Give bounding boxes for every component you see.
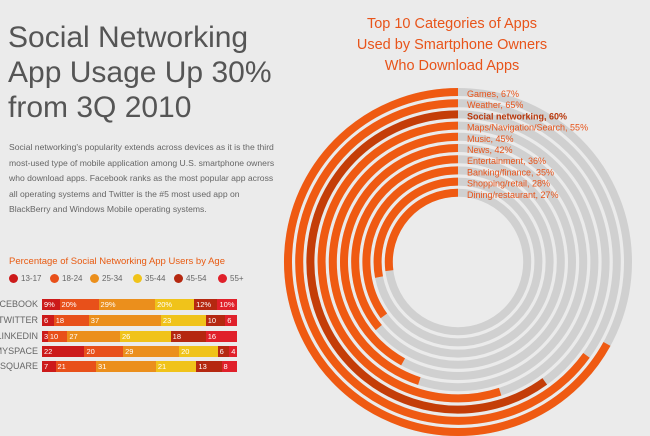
age-stacked-bar: 7 21 31 21 13 8 xyxy=(42,361,237,372)
legend-label: 13-17 xyxy=(21,273,42,283)
ring-label-shopping-retail: Shopping/retail, 28% xyxy=(467,179,550,189)
age-row-label: MYSPACE xyxy=(0,346,38,356)
radial-title-line-1: Top 10 Categories of Apps xyxy=(366,16,538,32)
ring-label-weather: Weather, 65% xyxy=(467,100,523,110)
bar-segment-35-44: 21 xyxy=(155,361,197,372)
legend-swatch xyxy=(90,273,99,283)
bar-segment-35-44: 20% xyxy=(155,299,195,310)
bar-segment-55+: 4 xyxy=(229,346,237,357)
legend-item-13-17: 13-17 xyxy=(9,272,41,284)
ring-label-dining-restaurant: Dining/restaurant, 27% xyxy=(467,190,559,200)
legend-label: 35-44 xyxy=(145,273,166,283)
age-stacked-bar: 9% 20% 29% 20% 12% 10% xyxy=(42,299,237,310)
bar-segment-13-17: 6 xyxy=(42,315,54,326)
age-row-twitter: TWITTER 6 18 37 23 10 6 xyxy=(0,315,260,326)
ring-label-entertainment: Entertainment, 36% xyxy=(467,156,546,166)
age-chart-title: Percentage of Social Networking App User… xyxy=(9,256,225,267)
legend-swatch xyxy=(50,273,59,283)
age-legend: 13-17 18-24 25-34 35-44 45-54 55+ xyxy=(9,272,279,284)
bar-segment-18-24: 10 xyxy=(47,331,68,342)
bar-segment-25-34: 29% xyxy=(98,299,156,310)
legend-item-35-44: 35-44 xyxy=(133,272,165,284)
bar-segment-35-44: 26 xyxy=(119,331,171,342)
bar-segment-45-54: 12% xyxy=(194,299,218,310)
bar-segment-13-17: 7 xyxy=(42,361,56,372)
age-row-foursquare: FOURSQUARE7213121138 xyxy=(0,361,260,372)
legend-item-45-54: 45-54 xyxy=(174,272,206,284)
bar-segment-45-54: 6 xyxy=(217,346,230,357)
radial-title-line-2: Used by Smartphone Owners xyxy=(356,37,548,53)
bar-segment-25-34: 37 xyxy=(88,315,161,326)
legend-swatch xyxy=(218,273,227,283)
age-row-label: TWITTER xyxy=(0,315,38,325)
ring-bar-entertainment xyxy=(351,155,459,331)
bar-segment-18-24: 20% xyxy=(59,299,99,310)
ring-bar-banking-finance xyxy=(362,166,459,319)
description: Social networking's popularity extends a… xyxy=(9,142,275,214)
bar-segment-45-54: 18 xyxy=(170,331,206,342)
radial-title-line-3: Who Download Apps xyxy=(384,58,520,74)
ring-bar-news xyxy=(340,144,459,366)
bar-segment-13-17: 3 xyxy=(42,331,48,342)
ring-label-social-networking: Social networking, 60% xyxy=(467,111,567,121)
legend-label: 25-34 xyxy=(102,273,123,283)
bar-segment-35-44: 23 xyxy=(160,315,206,326)
bar-segment-13-17: 9% xyxy=(42,299,60,310)
ring-bar-games xyxy=(284,88,611,436)
legend-swatch xyxy=(9,273,18,283)
bar-segment-55+: 8 xyxy=(221,361,237,372)
legend-swatch xyxy=(174,273,183,283)
bar-segment-55+: 6 xyxy=(225,315,237,326)
bar-segment-13-17: 22 xyxy=(42,346,85,357)
legend-item-18-24: 18-24 xyxy=(50,272,82,284)
bar-segment-45-54: 13 xyxy=(196,361,222,372)
ring-bar-social-networking xyxy=(306,110,548,414)
legend-label: 45-54 xyxy=(186,273,207,283)
bar-segment-25-34: 29 xyxy=(123,346,180,357)
legend-label: 18-24 xyxy=(62,273,83,283)
ring-bar-weather xyxy=(295,99,590,425)
headline-line-2: App Usage Up 30% xyxy=(8,56,272,89)
age-stacked-bar: 6 18 37 23 10 6 xyxy=(42,315,237,326)
radial-chart-title: Top 10 Categories of Apps Used by Smartp… xyxy=(302,14,602,77)
age-row-linkedin: LINKEDIN 3 10 27 26 18 16 xyxy=(0,331,260,342)
headline-line-3: from 3Q 2010 xyxy=(8,91,192,124)
legend-item-55+: 55+ xyxy=(218,272,244,284)
bar-segment-25-34: 27 xyxy=(67,331,120,342)
legend-swatch xyxy=(133,273,142,283)
headline: Social Networking App Usage Up 30% from … xyxy=(8,20,298,125)
bar-segment-18-24: 18 xyxy=(53,315,89,326)
age-row-label: LINKEDIN xyxy=(0,331,38,341)
bar-segment-18-24: 20 xyxy=(84,346,124,357)
ring-label-news: News, 42% xyxy=(467,145,513,155)
ring-label-games: Games, 67% xyxy=(467,89,519,99)
age-row-myspace: MYSPACE2220292064 xyxy=(0,346,260,357)
age-row-label: FACEBOOK xyxy=(0,299,38,309)
ring-bar-music xyxy=(328,132,459,385)
bar-segment-18-24: 21 xyxy=(55,361,97,372)
ring-bar-shopping-retail xyxy=(373,177,459,278)
bar-segment-55+: 16 xyxy=(205,331,237,342)
ring-bar-dining-restaurant xyxy=(384,188,459,272)
bar-segment-25-34: 31 xyxy=(96,361,156,372)
age-stacked-bar: 22 20 29 20 6 4 xyxy=(42,346,237,357)
age-row-facebook: FACEBOOK9%20%29%20%12%10% xyxy=(0,299,260,310)
legend-item-25-34: 25-34 xyxy=(90,272,122,284)
ring-label-music: Music, 45% xyxy=(467,134,514,144)
ring-label-banking-finance: Banking/finance, 35% xyxy=(467,167,554,177)
bar-segment-45-54: 10 xyxy=(205,315,226,326)
bar-segment-35-44: 20 xyxy=(179,346,218,357)
headline-line-1: Social Networking xyxy=(8,21,249,54)
ring-label-maps-navigation-search: Maps/Navigation/Search, 55% xyxy=(467,123,588,133)
age-row-label: FOURSQUARE xyxy=(0,361,38,371)
legend-label: 55+ xyxy=(230,273,244,283)
age-stacked-bar: 3 10 27 26 18 16 xyxy=(42,331,237,342)
bar-segment-55+: 10% xyxy=(217,299,237,310)
ring-bar-maps-navigation-search xyxy=(317,121,502,403)
